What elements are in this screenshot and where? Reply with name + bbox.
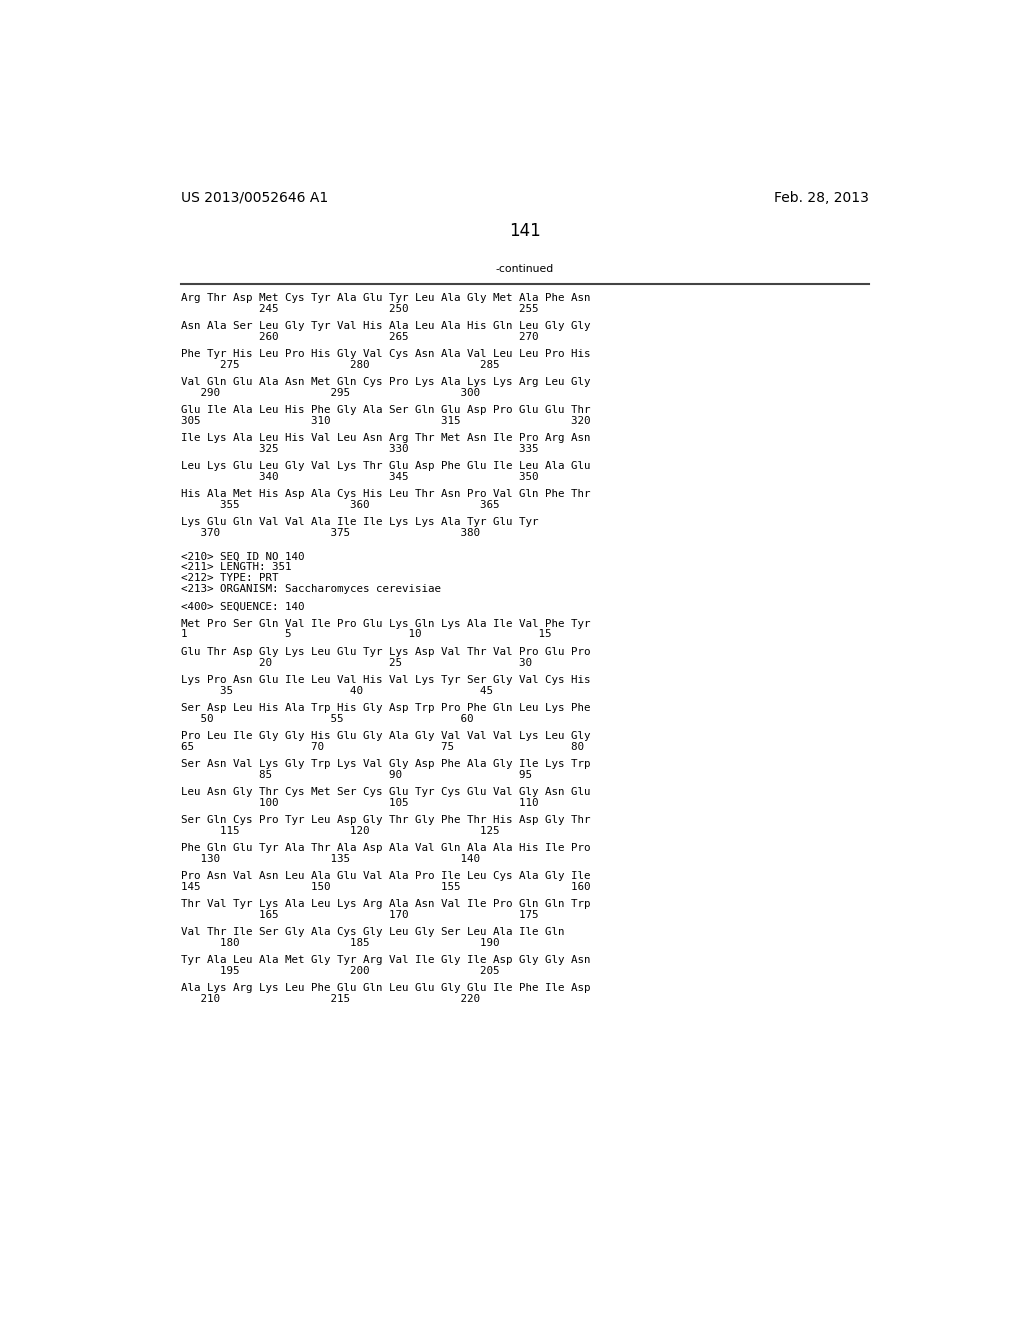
- Text: 20                  25                  30: 20 25 30: [180, 657, 531, 668]
- Text: 355                 360                 365: 355 360 365: [180, 500, 500, 511]
- Text: 305                 310                 315                 320: 305 310 315 320: [180, 416, 590, 426]
- Text: Phe Tyr His Leu Pro His Gly Val Cys Asn Ala Val Leu Leu Pro His: Phe Tyr His Leu Pro His Gly Val Cys Asn …: [180, 350, 590, 359]
- Text: 130                 135                 140: 130 135 140: [180, 854, 479, 863]
- Text: Leu Lys Glu Leu Gly Val Lys Thr Glu Asp Phe Glu Ile Leu Ala Glu: Leu Lys Glu Leu Gly Val Lys Thr Glu Asp …: [180, 461, 590, 471]
- Text: <210> SEQ ID NO 140: <210> SEQ ID NO 140: [180, 552, 304, 561]
- Text: -continued: -continued: [496, 264, 554, 275]
- Text: Feb. 28, 2013: Feb. 28, 2013: [774, 190, 869, 205]
- Text: Asn Ala Ser Leu Gly Tyr Val His Ala Leu Ala His Gln Leu Gly Gly: Asn Ala Ser Leu Gly Tyr Val His Ala Leu …: [180, 321, 590, 331]
- Text: <212> TYPE: PRT: <212> TYPE: PRT: [180, 573, 279, 583]
- Text: Lys Glu Gln Val Val Ala Ile Ile Lys Lys Ala Tyr Glu Tyr: Lys Glu Gln Val Val Ala Ile Ile Lys Lys …: [180, 517, 539, 528]
- Text: 1               5                  10                  15: 1 5 10 15: [180, 630, 551, 639]
- Text: Met Pro Ser Gln Val Ile Pro Glu Lys Gln Lys Ala Ile Val Phe Tyr: Met Pro Ser Gln Val Ile Pro Glu Lys Gln …: [180, 619, 590, 628]
- Text: Val Thr Ile Ser Gly Ala Cys Gly Leu Gly Ser Leu Ala Ile Gln: Val Thr Ile Ser Gly Ala Cys Gly Leu Gly …: [180, 927, 564, 937]
- Text: 195                 200                 205: 195 200 205: [180, 966, 500, 975]
- Text: Pro Leu Ile Gly Gly His Glu Gly Ala Gly Val Val Val Lys Leu Gly: Pro Leu Ile Gly Gly His Glu Gly Ala Gly …: [180, 731, 590, 741]
- Text: Thr Val Tyr Lys Ala Leu Lys Arg Ala Asn Val Ile Pro Gln Gln Trp: Thr Val Tyr Lys Ala Leu Lys Arg Ala Asn …: [180, 899, 590, 909]
- Text: Arg Thr Asp Met Cys Tyr Ala Glu Tyr Leu Ala Gly Met Ala Phe Asn: Arg Thr Asp Met Cys Tyr Ala Glu Tyr Leu …: [180, 293, 590, 304]
- Text: 141: 141: [509, 222, 541, 239]
- Text: Leu Asn Gly Thr Cys Met Ser Cys Glu Tyr Cys Glu Val Gly Asn Glu: Leu Asn Gly Thr Cys Met Ser Cys Glu Tyr …: [180, 787, 590, 797]
- Text: <400> SEQUENCE: 140: <400> SEQUENCE: 140: [180, 602, 304, 611]
- Text: 180                 185                 190: 180 185 190: [180, 937, 500, 948]
- Text: 275                 280                 285: 275 280 285: [180, 360, 500, 370]
- Text: 35                  40                  45: 35 40 45: [180, 685, 493, 696]
- Text: Tyr Ala Leu Ala Met Gly Tyr Arg Val Ile Gly Ile Asp Gly Gly Asn: Tyr Ala Leu Ala Met Gly Tyr Arg Val Ile …: [180, 954, 590, 965]
- Text: 370                 375                 380: 370 375 380: [180, 528, 479, 539]
- Text: Val Gln Glu Ala Asn Met Gln Cys Pro Lys Ala Lys Lys Arg Leu Gly: Val Gln Glu Ala Asn Met Gln Cys Pro Lys …: [180, 378, 590, 387]
- Text: <213> ORGANISM: Saccharomyces cerevisiae: <213> ORGANISM: Saccharomyces cerevisiae: [180, 585, 440, 594]
- Text: 115                 120                 125: 115 120 125: [180, 826, 500, 836]
- Text: His Ala Met His Asp Ala Cys His Leu Thr Asn Pro Val Gln Phe Thr: His Ala Met His Asp Ala Cys His Leu Thr …: [180, 490, 590, 499]
- Text: 85                  90                  95: 85 90 95: [180, 770, 531, 780]
- Text: 50                  55                  60: 50 55 60: [180, 714, 473, 723]
- Text: 210                 215                 220: 210 215 220: [180, 994, 479, 1003]
- Text: 340                 345                 350: 340 345 350: [180, 473, 539, 482]
- Text: Ser Gln Cys Pro Tyr Leu Asp Gly Thr Gly Phe Thr His Asp Gly Thr: Ser Gln Cys Pro Tyr Leu Asp Gly Thr Gly …: [180, 814, 590, 825]
- Text: 325                 330                 335: 325 330 335: [180, 445, 539, 454]
- Text: 145                 150                 155                 160: 145 150 155 160: [180, 882, 590, 892]
- Text: Glu Thr Asp Gly Lys Leu Glu Tyr Lys Asp Val Thr Val Pro Glu Pro: Glu Thr Asp Gly Lys Leu Glu Tyr Lys Asp …: [180, 647, 590, 656]
- Text: Ser Asp Leu His Ala Trp His Gly Asp Trp Pro Phe Gln Leu Lys Phe: Ser Asp Leu His Ala Trp His Gly Asp Trp …: [180, 702, 590, 713]
- Text: 290                 295                 300: 290 295 300: [180, 388, 479, 399]
- Text: Ile Lys Ala Leu His Val Leu Asn Arg Thr Met Asn Ile Pro Arg Asn: Ile Lys Ala Leu His Val Leu Asn Arg Thr …: [180, 433, 590, 444]
- Text: 245                 250                 255: 245 250 255: [180, 304, 539, 314]
- Text: Lys Pro Asn Glu Ile Leu Val His Val Lys Tyr Ser Gly Val Cys His: Lys Pro Asn Glu Ile Leu Val His Val Lys …: [180, 675, 590, 685]
- Text: 260                 265                 270: 260 265 270: [180, 333, 539, 342]
- Text: Ser Asn Val Lys Gly Trp Lys Val Gly Asp Phe Ala Gly Ile Lys Trp: Ser Asn Val Lys Gly Trp Lys Val Gly Asp …: [180, 759, 590, 768]
- Text: <211> LENGTH: 351: <211> LENGTH: 351: [180, 562, 291, 573]
- Text: 65                  70                  75                  80: 65 70 75 80: [180, 742, 584, 751]
- Text: Phe Gln Glu Tyr Ala Thr Ala Asp Ala Val Gln Ala Ala His Ile Pro: Phe Gln Glu Tyr Ala Thr Ala Asp Ala Val …: [180, 842, 590, 853]
- Text: Pro Asn Val Asn Leu Ala Glu Val Ala Pro Ile Leu Cys Ala Gly Ile: Pro Asn Val Asn Leu Ala Glu Val Ala Pro …: [180, 871, 590, 880]
- Text: 100                 105                 110: 100 105 110: [180, 797, 539, 808]
- Text: 165                 170                 175: 165 170 175: [180, 909, 539, 920]
- Text: Ala Lys Arg Lys Leu Phe Glu Gln Leu Glu Gly Glu Ile Phe Ile Asp: Ala Lys Arg Lys Leu Phe Glu Gln Leu Glu …: [180, 983, 590, 993]
- Text: US 2013/0052646 A1: US 2013/0052646 A1: [180, 190, 328, 205]
- Text: Glu Ile Ala Leu His Phe Gly Ala Ser Gln Glu Asp Pro Glu Glu Thr: Glu Ile Ala Leu His Phe Gly Ala Ser Gln …: [180, 405, 590, 416]
